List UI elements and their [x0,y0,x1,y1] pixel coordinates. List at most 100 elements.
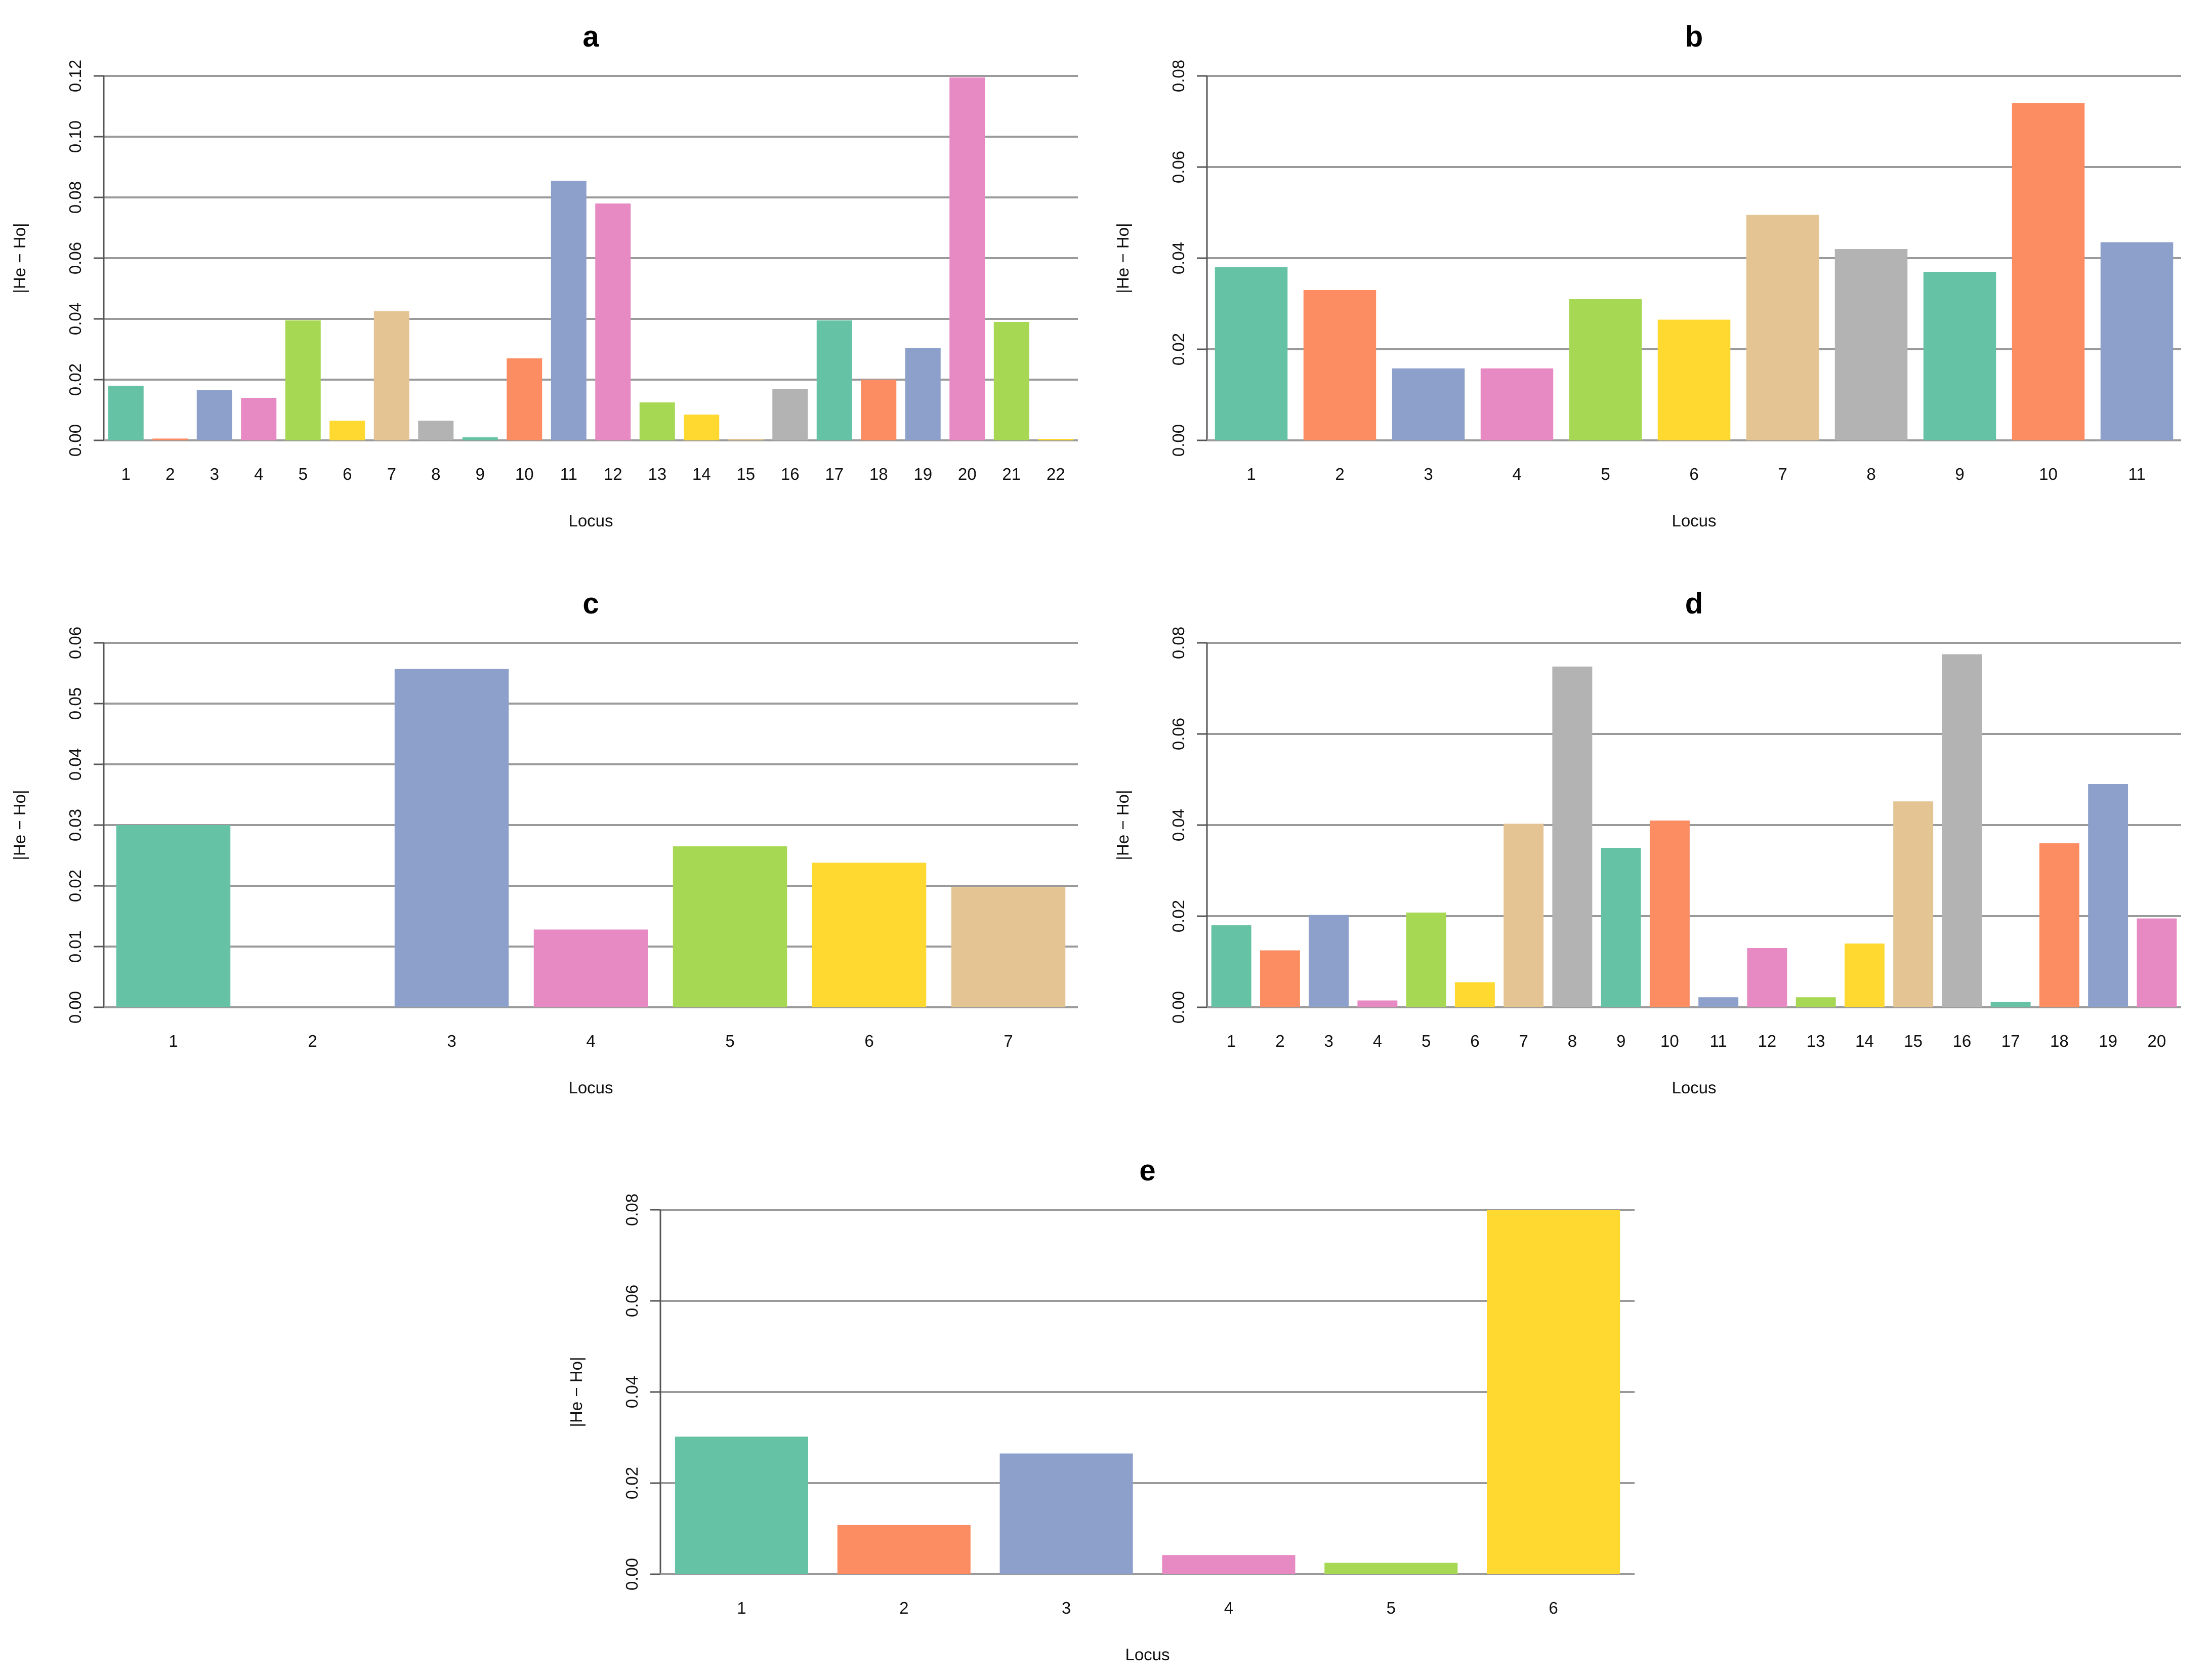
bar-locus-9 [1923,272,1996,440]
x-tick-label: 3 [210,465,219,483]
bar-locus-19 [2088,784,2128,1007]
bar-locus-12 [1747,948,1787,1007]
x-tick-label: 1 [1246,465,1256,483]
y-tick-label: 0.08 [1169,627,1188,659]
chart-title: c [582,587,599,620]
bar-locus-8 [1552,666,1593,1007]
bar-locus-5 [1569,299,1642,440]
x-tick-label: 18 [869,465,888,483]
bar-locus-16 [772,389,808,440]
x-tick-label: 15 [736,465,755,483]
y-tick-label: 0.00 [1169,424,1188,457]
x-tick-label: 11 [2128,465,2145,483]
x-tick-label: 10 [2039,465,2058,483]
x-tick-label: 16 [781,465,800,483]
bar-locus-11 [551,181,587,440]
y-tick-label: 0.00 [622,1558,641,1590]
bar-locus-3 [999,1453,1133,1574]
y-tick-label: 0.08 [622,1194,641,1226]
bar-locus-8 [418,421,454,440]
bar-locus-3 [1309,915,1349,1007]
bar-locus-17 [816,320,852,440]
y-tick-label: 0.04 [66,748,85,781]
y-tick-label: 0.04 [1169,809,1188,841]
x-tick-label: 1 [121,465,131,483]
bar-locus-11 [2100,242,2174,440]
bar-locus-16 [1942,654,1982,1007]
bar-locus-18 [861,380,897,440]
x-tick-label: 8 [431,465,440,483]
y-axis-label: |He − Ho| [567,1357,586,1427]
x-axis-label: Locus [1125,1645,1170,1664]
y-tick-label: 0.05 [66,687,85,720]
bar-locus-10 [507,358,542,440]
bar-locus-7 [951,887,1066,1007]
x-axis-label: Locus [568,511,613,530]
bar-locus-4 [1162,1555,1296,1574]
y-tick-label: 0.02 [66,870,85,902]
bar-chart-a: a0.000.020.040.060.080.100.121 2 3 4 5 6 7 8 9 10… [10,20,1078,530]
x-tick-label: 7 [1519,1032,1528,1050]
bar-locus-5 [285,320,321,440]
bar-locus-4 [1480,368,1554,440]
bar-locus-18 [2039,843,2079,1007]
y-tick-label: 0.04 [622,1376,641,1408]
x-tick-label: 6 [1689,465,1698,483]
y-tick-label: 0.06 [66,627,85,659]
x-tick-label: 4 [1512,465,1521,483]
x-tick-label: 7 [1004,1032,1013,1050]
x-axis-label: Locus [568,1078,613,1097]
chart-panel-b: b 0.00 0.02 0.04 0.06 0.08 1 2 3 4 5 6 7 8 9 10 11 Locus |… [1103,0,2206,562]
x-tick-label: 3 [1062,1599,1071,1617]
x-tick-label: 12 [1758,1032,1777,1050]
y-tick-label: 0.06 [66,242,85,274]
x-tick-label: 1 [1227,1032,1236,1050]
bar-locus-10 [2012,103,2085,440]
bar-locus-7 [1504,824,1544,1007]
chart-title: b [1685,20,1703,53]
bar-locus-11 [1698,997,1739,1007]
x-tick-label: 12 [604,465,622,483]
chart-panel-c: c 0.00 0.01 0.02 0.03 0.04 0.05 0.06 1 2 3 4 5 6 7 Locu… [0,567,1103,1129]
bar-locus-4 [241,398,277,440]
y-tick-label: 0.03 [66,809,85,841]
bar-locus-6 [1657,319,1731,440]
x-tick-label: 21 [1002,465,1021,483]
x-tick-label: 2 [1335,465,1344,483]
bar-chart-d: d0.000.020.040.060.081 2 3 4 5 6 7 8 9 10 11 12 13 14… [1113,587,2181,1097]
chart-title: d [1685,587,1703,620]
x-tick-label: 18 [2050,1032,2069,1050]
x-tick-label: 1 [169,1032,178,1050]
x-tick-label: 14 [1855,1032,1874,1050]
y-axis-label: |He − Ho| [1113,790,1132,860]
x-tick-label: 9 [1616,1032,1625,1050]
bar-locus-2 [837,1525,971,1574]
x-tick-label: 2 [308,1032,317,1050]
x-tick-label: 8 [1866,465,1875,483]
bar-locus-15 [728,439,764,440]
x-tick-label: 6 [1549,1599,1558,1617]
bar-locus-6 [1454,982,1495,1007]
bar-locus-6 [329,421,365,440]
x-tick-label: 16 [1953,1032,1972,1050]
x-tick-label: 9 [476,465,485,483]
y-axis-label: |He − Ho| [10,790,29,860]
bar-locus-5 [673,846,787,1007]
bar-locus-3 [394,669,509,1007]
x-tick-label: 6 [864,1032,873,1050]
x-tick-label: 19 [913,465,932,483]
x-tick-label: 20 [2148,1032,2166,1050]
x-tick-label: 6 [343,465,352,483]
bar-locus-3 [1392,368,1465,440]
bar-locus-5 [1406,912,1446,1007]
y-tick-label: 0.00 [66,991,85,1023]
x-tick-label: 8 [1568,1032,1577,1050]
bar-locus-7 [373,311,409,440]
x-tick-label: 13 [1807,1032,1825,1050]
y-tick-label: 0.04 [1169,242,1188,274]
y-axis-label: |He − Ho| [1113,223,1132,293]
x-tick-label: 2 [899,1599,908,1617]
bar-locus-7 [1746,215,1819,440]
bar-locus-21 [993,322,1029,440]
y-tick-label: 0.10 [66,120,85,153]
